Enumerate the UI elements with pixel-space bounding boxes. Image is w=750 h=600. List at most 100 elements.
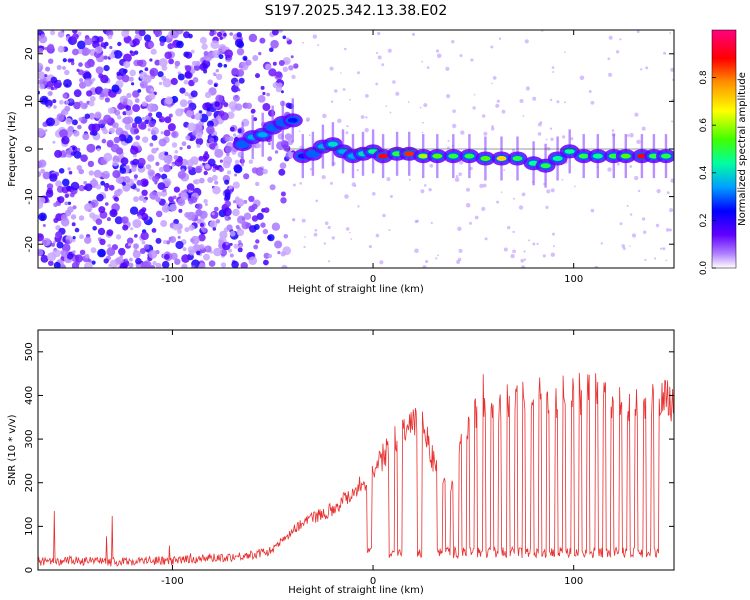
noise-dot <box>262 168 268 175</box>
noise-dot <box>292 64 295 66</box>
noise-dot <box>138 121 147 130</box>
figure-title: S197.2025.342.13.38.E02 <box>265 3 448 19</box>
noise-dot <box>107 34 113 40</box>
noise-dot <box>532 242 536 246</box>
noise-dot <box>663 51 667 55</box>
noise-dot <box>70 214 77 220</box>
noise-dot <box>454 177 460 182</box>
noise-dot <box>342 88 346 91</box>
noise-dot <box>71 222 76 227</box>
noise-dot <box>38 71 45 79</box>
x-tick-label: 100 <box>564 576 583 587</box>
noise-dot <box>181 254 190 263</box>
noise-dot <box>460 130 465 135</box>
noise-dot <box>380 162 383 165</box>
noise-dot <box>104 182 110 189</box>
noise-dot <box>126 92 132 98</box>
noise-dot <box>67 167 71 171</box>
noise-dot <box>368 245 372 249</box>
noise-dot <box>275 71 283 78</box>
noise-dot <box>188 33 193 39</box>
noise-dot <box>458 172 463 176</box>
noise-dot <box>79 249 86 256</box>
noise-dot <box>669 208 674 213</box>
noise-dot <box>196 218 202 224</box>
noise-dot <box>561 135 566 139</box>
noise-dot <box>253 117 258 122</box>
noise-dot <box>163 155 173 164</box>
noise-dot <box>617 162 620 166</box>
noise-dot <box>482 114 486 118</box>
noise-dot <box>74 254 84 263</box>
spectrogram-signal-track <box>232 98 674 188</box>
noise-dot <box>590 208 595 213</box>
noise-dot <box>84 203 93 212</box>
noise-dot <box>198 262 206 268</box>
noise-dot <box>286 37 290 41</box>
noise-dot <box>459 160 464 165</box>
noise-dot <box>174 60 181 67</box>
noise-dot <box>536 242 539 245</box>
noise-dot <box>65 239 70 245</box>
signal-core <box>512 156 523 161</box>
noise-dot <box>129 257 133 262</box>
noise-dot <box>188 249 195 256</box>
noise-dot <box>59 129 68 138</box>
noise-dot <box>141 240 146 245</box>
noise-dot <box>491 125 494 128</box>
noise-dot <box>640 68 643 71</box>
noise-dot <box>507 225 511 230</box>
noise-dot <box>123 98 128 103</box>
noise-dot <box>629 245 631 247</box>
noise-dot <box>223 102 229 108</box>
noise-dot <box>100 42 106 48</box>
noise-dot <box>196 203 203 210</box>
noise-dot <box>253 244 259 250</box>
snr-frame <box>37 329 675 571</box>
noise-dot <box>161 260 170 268</box>
noise-dot <box>115 234 122 240</box>
noise-dot <box>546 189 551 194</box>
noise-dot <box>149 67 159 77</box>
noise-dot <box>98 227 105 235</box>
noise-dot <box>229 230 236 237</box>
noise-dot <box>262 91 266 96</box>
noise-dot <box>201 43 208 50</box>
noise-dot <box>481 206 486 211</box>
spectrogram-x-label: Height of straight line (km) <box>288 284 424 295</box>
noise-dot <box>119 262 128 268</box>
noise-dot <box>422 121 424 124</box>
noise-dot <box>53 82 60 89</box>
noise-dot <box>283 234 289 239</box>
noise-dot <box>250 108 256 114</box>
noise-dot <box>329 66 334 71</box>
noise-dot <box>360 115 365 119</box>
noise-dot <box>386 177 391 182</box>
signal-core <box>578 153 589 159</box>
noise-dot <box>169 236 177 243</box>
noise-dot <box>337 118 342 124</box>
noise-dot <box>263 252 270 259</box>
noise-dot <box>552 232 555 236</box>
noise-dot <box>194 165 203 174</box>
signal-core <box>564 148 575 154</box>
noise-dot <box>634 175 639 181</box>
noise-dot <box>269 47 274 52</box>
noise-dot <box>38 248 44 257</box>
noise-dot <box>127 242 132 247</box>
noise-dot <box>518 205 524 210</box>
noise-dot <box>138 30 146 37</box>
noise-dot <box>97 248 106 258</box>
noise-dot <box>142 180 149 187</box>
noise-dot <box>215 219 221 224</box>
y-tick-label: -20 <box>24 236 35 252</box>
noise-dot <box>158 81 163 86</box>
noise-dot <box>140 212 149 221</box>
noise-dot <box>317 44 320 47</box>
noise-dot <box>154 59 161 66</box>
noise-dot <box>57 45 65 53</box>
noise-dot <box>121 181 126 186</box>
noise-dot <box>74 227 80 233</box>
noise-dot <box>134 116 143 124</box>
noise-dot <box>539 121 543 124</box>
